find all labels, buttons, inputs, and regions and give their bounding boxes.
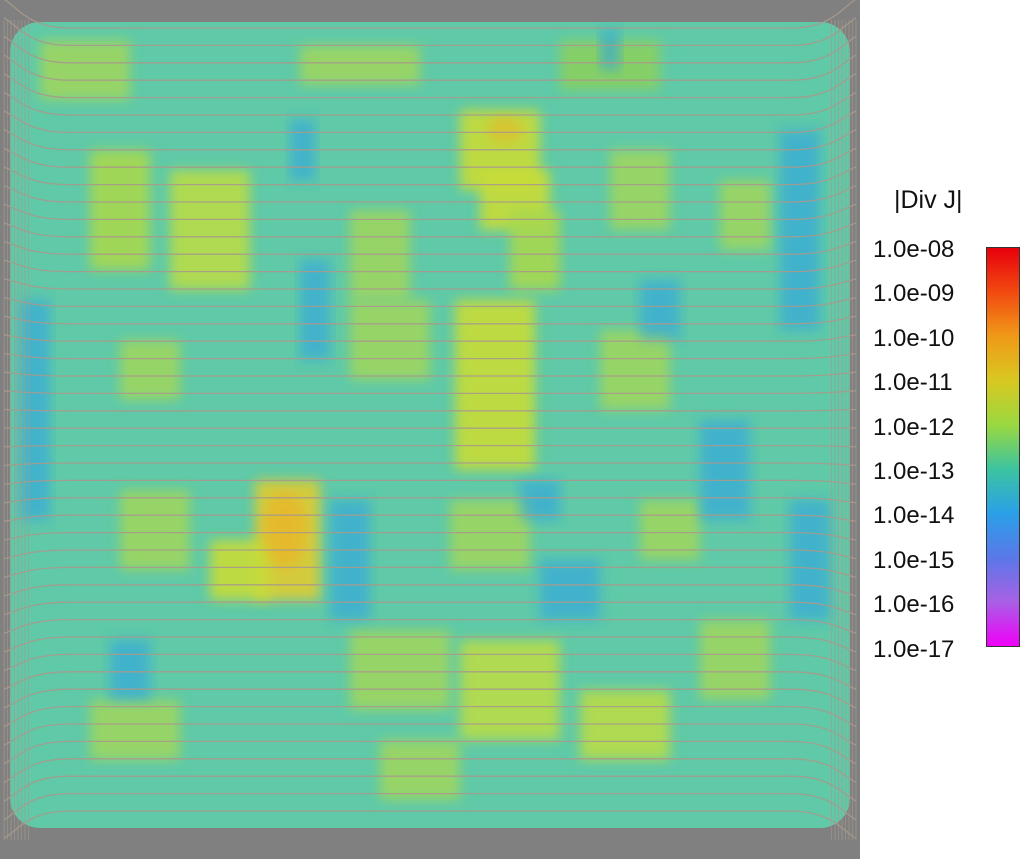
field-blue-patch [520, 480, 560, 520]
streamline [4, 0, 856, 29]
field-blue-patch [790, 500, 830, 620]
field-patch [450, 500, 530, 570]
colorbar-tick-label: 1.0e-10 [873, 324, 955, 352]
field-patch [460, 640, 560, 740]
field-blue-patch [700, 420, 750, 520]
field-patch [700, 620, 770, 700]
field-patch [350, 630, 450, 710]
field-patch [300, 45, 420, 85]
field-patch [170, 170, 250, 290]
field-patch [120, 490, 190, 570]
field-patch [455, 300, 535, 470]
field-patch [640, 500, 700, 560]
field-blue-patch [640, 280, 680, 340]
field-patch [720, 180, 770, 250]
colorbar-tick-label: 1.0e-11 [873, 369, 953, 397]
field-blue-patch [330, 500, 370, 620]
colorbar-gradient [986, 247, 1020, 647]
field-patch [210, 540, 270, 600]
colorbar-tick-label: 1.0e-09 [873, 280, 955, 308]
streamline-layer [3, 0, 857, 840]
field-blue-patch [600, 30, 620, 70]
colorbar-tick-label: 1.0e-17 [873, 635, 955, 663]
field-patch [120, 340, 180, 400]
field-blue-patch [300, 260, 330, 360]
colorbar-tick-label: 1.0e-13 [873, 458, 955, 485]
field-patch [580, 690, 670, 760]
colorbar-title: |Div J| [894, 186, 963, 214]
field-patch [350, 210, 410, 300]
colorbar-tick-label: 1.0e-14 [873, 502, 955, 530]
field-patch [90, 150, 150, 270]
field-blue-patch [540, 560, 600, 620]
colorbar-tick-label: 1.0e-15 [873, 546, 955, 574]
colorbar-tick-label: 1.0e-16 [873, 591, 955, 619]
field-hot-spot [263, 492, 307, 568]
field-patch [350, 300, 430, 380]
field-hot-spot [487, 116, 523, 144]
field-blue-patch [110, 640, 150, 700]
colorbar-tick-label: 1.0e-12 [873, 413, 955, 441]
field-patch [90, 700, 180, 760]
divergence-field-plot [0, 0, 860, 859]
field-layer [10, 22, 850, 828]
field-patch [380, 740, 460, 800]
field-patch [510, 210, 560, 290]
field-patch [40, 40, 130, 100]
field-patch [610, 150, 670, 230]
field-blue-patch [780, 130, 820, 330]
colorbar-tick-label: 1.0e-08 [873, 236, 955, 263]
field-patch [600, 330, 670, 410]
